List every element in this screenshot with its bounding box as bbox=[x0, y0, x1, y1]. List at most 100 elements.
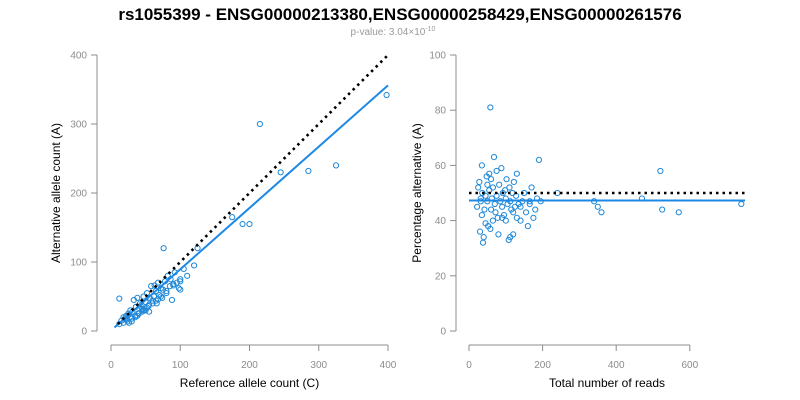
data-point bbox=[481, 206, 488, 213]
data-point bbox=[134, 294, 141, 301]
data-point bbox=[478, 211, 485, 219]
data-point bbox=[476, 228, 484, 235]
data-point bbox=[135, 309, 142, 317]
x-tick-label: 600 bbox=[681, 360, 698, 371]
y-axis-label: Percentage alternative (A) bbox=[410, 123, 424, 262]
panel-percentage-alternative: 0 20 40 60 80 100 0 200 400 600 Total number of re… bbox=[410, 51, 745, 390]
data-point bbox=[675, 209, 682, 216]
data-point bbox=[473, 203, 481, 210]
data-point bbox=[499, 214, 506, 221]
data-point bbox=[175, 285, 182, 292]
data-point bbox=[160, 245, 167, 252]
data-point bbox=[139, 307, 146, 314]
data-point bbox=[532, 206, 539, 213]
data-point bbox=[509, 189, 516, 197]
data-point bbox=[511, 203, 519, 210]
data-point bbox=[149, 297, 156, 304]
y-tick-label: 400 bbox=[70, 51, 87, 62]
data-point bbox=[489, 184, 497, 191]
data-point bbox=[738, 200, 745, 208]
p-value: p-value: 3.04×10-10 bbox=[351, 26, 436, 38]
data-point bbox=[163, 289, 170, 297]
data-point bbox=[507, 234, 514, 241]
data-point bbox=[478, 162, 485, 169]
data-point bbox=[493, 167, 500, 175]
data-point bbox=[487, 176, 495, 183]
y-tick-label: 100 bbox=[70, 258, 87, 269]
x-tick-label: 200 bbox=[241, 360, 258, 371]
x-tick-label: 0 bbox=[466, 360, 472, 371]
x-axis-label: Total number of reads bbox=[549, 376, 665, 390]
x-tick-label: 0 bbox=[108, 360, 114, 371]
reference-line bbox=[117, 54, 389, 326]
data-point bbox=[229, 214, 236, 221]
data-point bbox=[124, 318, 131, 325]
data-point bbox=[184, 272, 191, 279]
data-point bbox=[501, 187, 509, 194]
data-point bbox=[492, 209, 499, 216]
x-tick-label: 400 bbox=[608, 360, 625, 371]
fit-line bbox=[113, 84, 389, 329]
chart-title: rs1055399 - ENSG00000213380,ENSG00000258… bbox=[118, 5, 681, 24]
data-point bbox=[491, 200, 498, 208]
data-point bbox=[495, 231, 502, 238]
data-point bbox=[480, 234, 487, 241]
data-point bbox=[142, 307, 149, 314]
data-point bbox=[152, 287, 160, 295]
data-point bbox=[484, 181, 491, 188]
y-tick-label: 300 bbox=[70, 120, 87, 131]
data-point bbox=[479, 189, 486, 197]
data-point bbox=[157, 293, 164, 300]
y-tick-label: 20 bbox=[435, 271, 447, 282]
data-point bbox=[152, 297, 160, 304]
y-tick-label: 0 bbox=[81, 327, 87, 338]
data-point bbox=[170, 282, 177, 289]
data-point bbox=[486, 170, 493, 177]
data-point bbox=[153, 300, 160, 307]
data-point bbox=[148, 283, 155, 290]
data-point bbox=[659, 206, 666, 213]
data-point bbox=[510, 209, 517, 216]
y-tick-label: 0 bbox=[440, 327, 446, 338]
data-point bbox=[145, 301, 153, 308]
data-point bbox=[116, 321, 123, 328]
data-point bbox=[475, 184, 482, 191]
data-point bbox=[594, 203, 601, 210]
data-point bbox=[489, 217, 497, 224]
data-point bbox=[490, 154, 498, 161]
data-point bbox=[494, 214, 501, 221]
data-point bbox=[487, 225, 494, 232]
data-point bbox=[502, 217, 509, 224]
data-point bbox=[524, 223, 531, 230]
data-point bbox=[277, 169, 284, 176]
data-point bbox=[383, 91, 390, 99]
data-point bbox=[517, 217, 524, 224]
panel-allele-counts: 0 100 200 300 400 0 100 200 300 400 Reference alle… bbox=[49, 51, 397, 391]
data-point bbox=[503, 176, 510, 183]
y-tick-label: 100 bbox=[429, 51, 446, 62]
data-point bbox=[177, 278, 184, 285]
data-point bbox=[191, 262, 198, 269]
data-point bbox=[517, 203, 524, 210]
x-tick-label: 100 bbox=[172, 360, 189, 371]
p-value-base: p-value: 3.04×10 bbox=[351, 27, 426, 38]
x-tick-label: 400 bbox=[380, 360, 397, 371]
data-point bbox=[246, 220, 253, 228]
x-tick-label: 200 bbox=[534, 360, 551, 371]
data-point bbox=[598, 209, 605, 216]
data-point bbox=[168, 296, 176, 304]
data-point bbox=[535, 156, 543, 163]
data-point bbox=[479, 239, 487, 246]
data-point bbox=[159, 294, 166, 301]
data-point bbox=[305, 167, 312, 175]
data-point bbox=[332, 162, 340, 169]
data-point bbox=[499, 203, 506, 210]
data-point bbox=[487, 104, 494, 111]
y-tick-label: 200 bbox=[70, 189, 87, 200]
data-point bbox=[496, 181, 503, 188]
x-tick-label: 300 bbox=[310, 360, 327, 371]
p-value-exponent: -10 bbox=[425, 26, 435, 33]
data-point bbox=[239, 220, 246, 228]
data-point bbox=[163, 287, 170, 295]
